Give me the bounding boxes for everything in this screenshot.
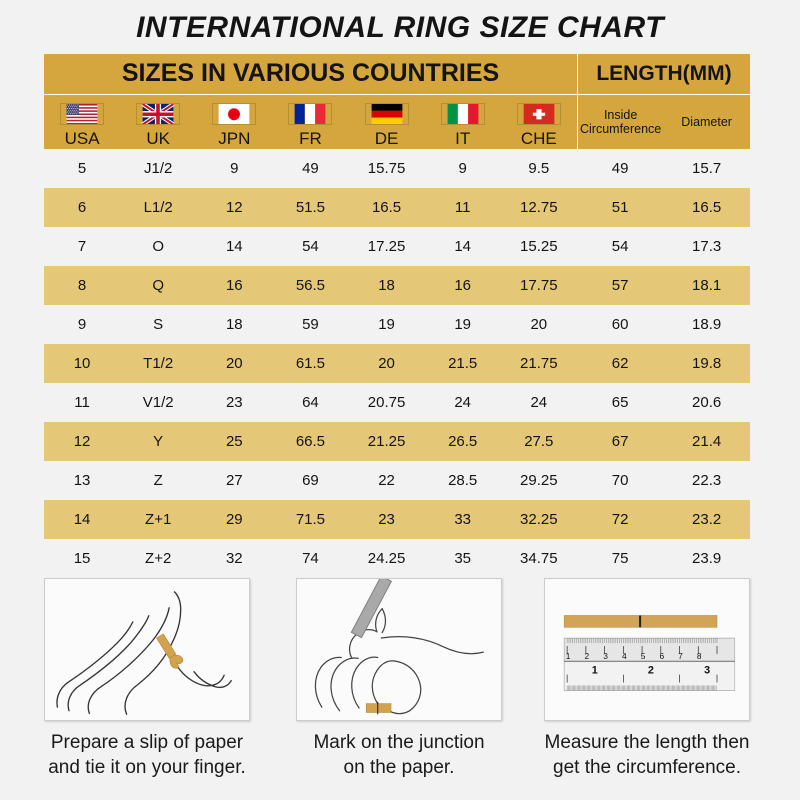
svg-text:7: 7 xyxy=(678,651,683,661)
svg-text:3: 3 xyxy=(603,651,608,661)
svg-text:2: 2 xyxy=(648,665,654,677)
svg-text:5: 5 xyxy=(641,651,646,661)
svg-text:8: 8 xyxy=(697,651,702,661)
svg-text:2: 2 xyxy=(585,651,590,661)
svg-text:1: 1 xyxy=(566,651,571,661)
svg-text:1: 1 xyxy=(592,665,598,677)
svg-text:6: 6 xyxy=(659,651,664,661)
svg-text:4: 4 xyxy=(622,651,627,661)
svg-text:3: 3 xyxy=(704,665,710,677)
